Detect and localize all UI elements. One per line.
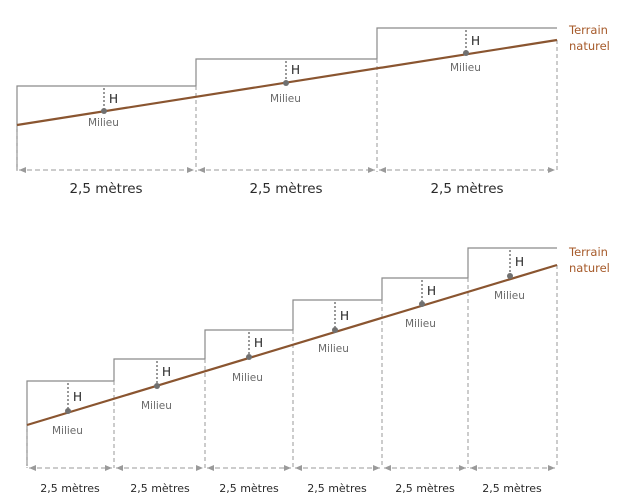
svg-text:H: H (109, 92, 118, 106)
spacing-label: 2,5 mètres (430, 181, 503, 197)
diagram-six-steps: H Milieu H Milieu H Milieu H Milieu H Mi… (26, 245, 610, 495)
height-marker: H Milieu (494, 250, 525, 302)
spacing-label: 2,5 mètres (69, 181, 142, 197)
ground-label-line1: Terrain (568, 245, 608, 259)
svg-text:H: H (427, 284, 436, 298)
svg-text:H: H (254, 336, 263, 350)
spacing-label: 2,5 mètres (40, 482, 100, 495)
midpoint-label: Milieu (88, 117, 119, 129)
midpoint-label: Milieu (232, 372, 263, 384)
step-outline (26, 247, 557, 466)
step-outline (16, 27, 557, 170)
segment-dividers (26, 265, 558, 468)
svg-text:H: H (471, 34, 480, 48)
height-marker: H Milieu (52, 383, 83, 437)
height-marker: H Milieu (450, 30, 481, 74)
height-marker: H Milieu (232, 332, 263, 384)
height-marker: H Milieu (405, 280, 436, 330)
ground-label-line2: naturel (569, 261, 610, 275)
ground-label-line1: Terrain (568, 23, 608, 37)
svg-text:H: H (340, 309, 349, 323)
spacing-label: 2,5 mètres (482, 482, 542, 495)
height-marker: H Milieu (141, 361, 172, 412)
spacing-label: 2,5 mètres (395, 482, 455, 495)
midpoint-label: Milieu (494, 290, 525, 302)
segment-dividers (16, 40, 558, 172)
spacing-label: 2,5 mètres (219, 482, 279, 495)
height-marker: H Milieu (270, 61, 301, 105)
midpoint-label: Milieu (52, 425, 83, 437)
svg-text:H: H (73, 390, 82, 404)
svg-text:H: H (291, 63, 300, 77)
svg-text:H: H (162, 365, 171, 379)
height-marker: H Milieu (318, 302, 349, 355)
height-marker: H Milieu (88, 88, 119, 129)
midpoint-label: Milieu (270, 93, 301, 105)
diagram-three-steps: H Milieu H Milieu H Milieu 2,5 mètres 2,… (16, 23, 610, 197)
midpoint-label: Milieu (141, 400, 172, 412)
midpoint-label: Milieu (450, 62, 481, 74)
ground-label-line2: naturel (569, 39, 610, 53)
svg-text:H: H (515, 255, 524, 269)
spacing-label: 2,5 mètres (130, 482, 190, 495)
midpoint-label: Milieu (405, 318, 436, 330)
natural-ground-line (26, 263, 558, 427)
midpoint-label: Milieu (318, 343, 349, 355)
spacing-label: 2,5 mètres (307, 482, 367, 495)
spacing-label: 2,5 mètres (249, 181, 322, 197)
